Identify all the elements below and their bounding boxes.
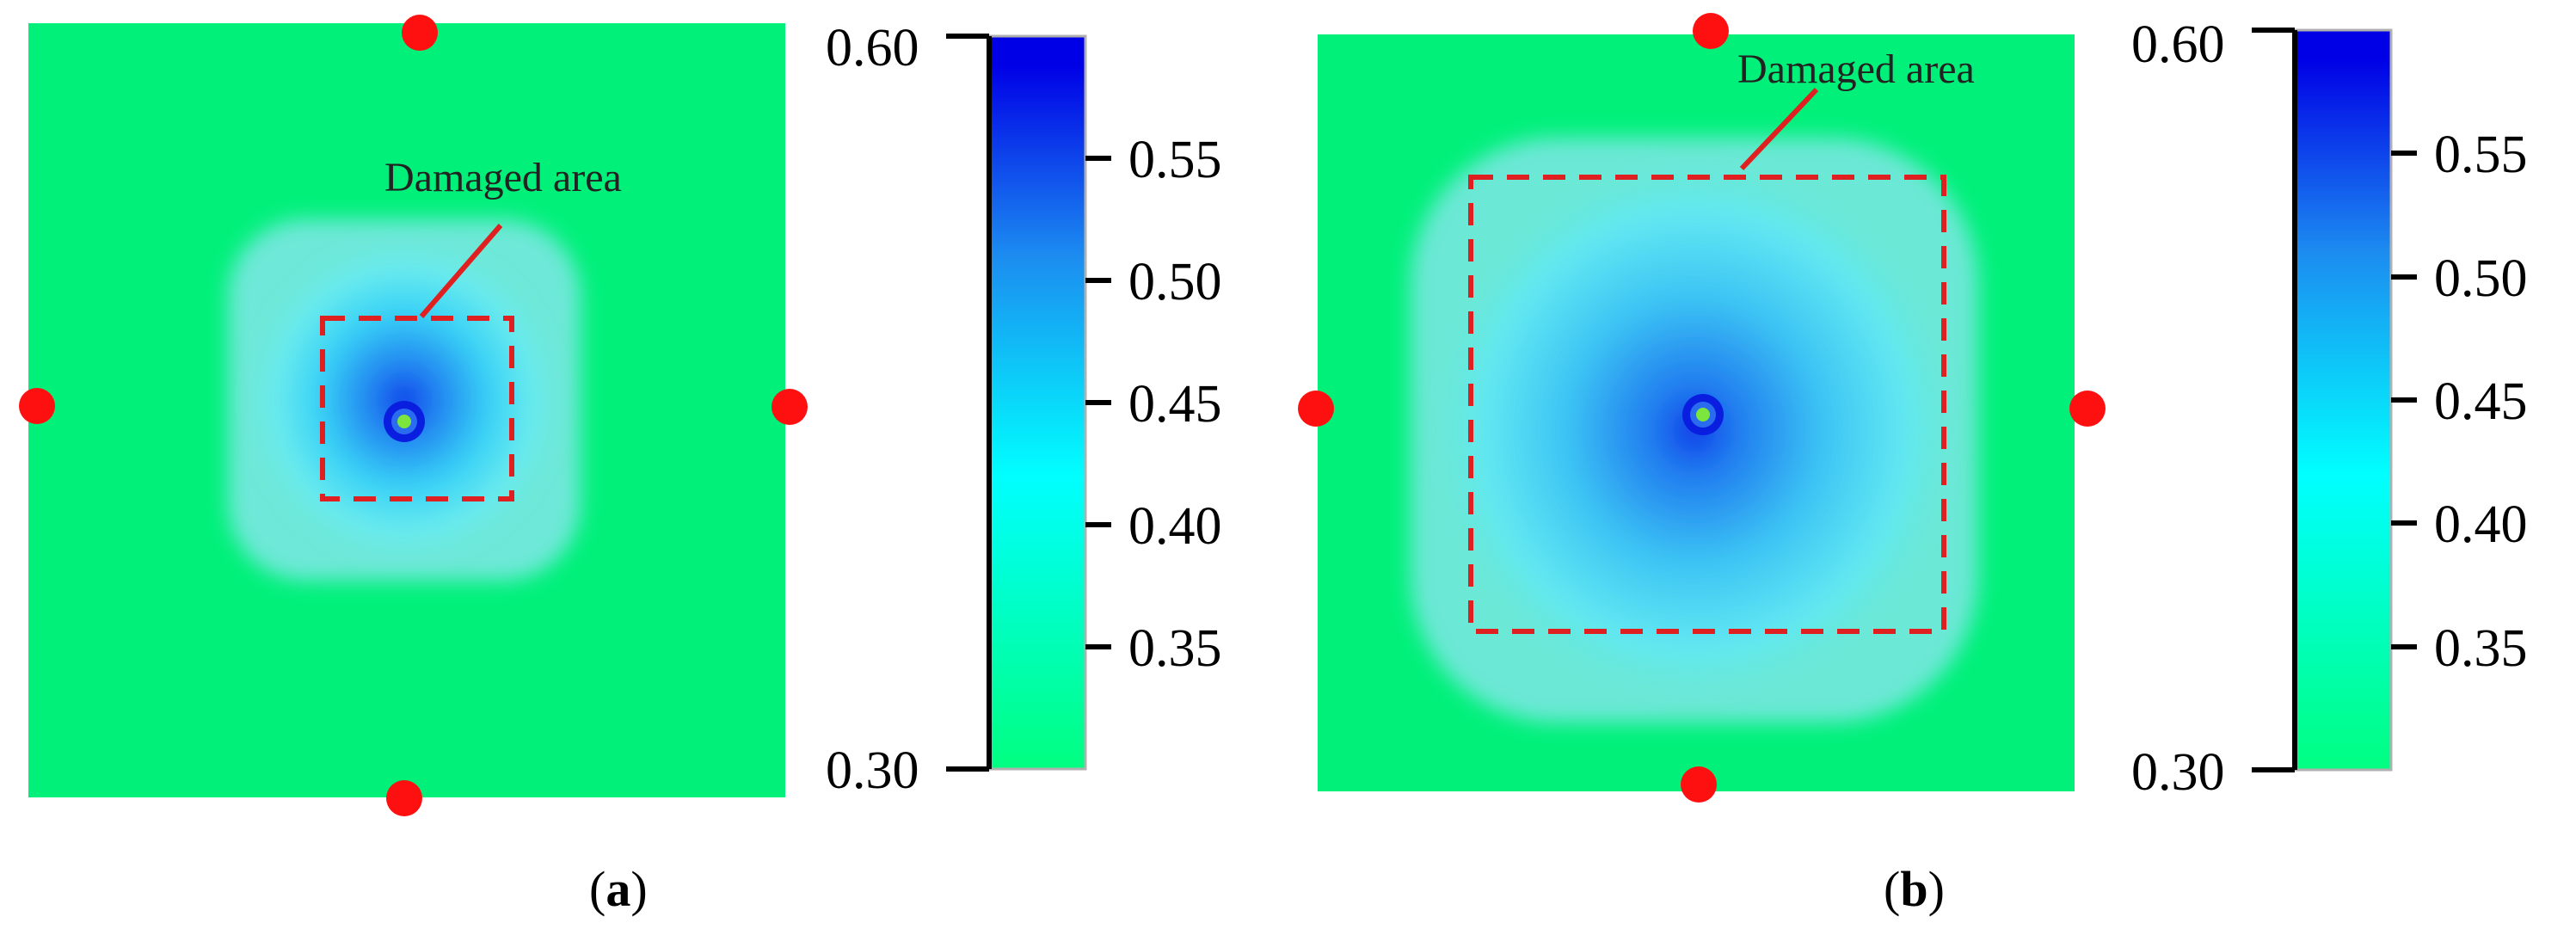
panel-b-center-spot [1696,408,1710,421]
panel-b-caption-close: ) [1927,861,1945,917]
panel-b-colorbar-min-label: 0.30 [2131,743,2225,802]
panel-a-tick-label-035: 0.35 [1128,619,1222,678]
panel-b-colorbar-bar [2293,28,2393,772]
panel-a-colorbar-bar [987,34,1087,771]
panel-a-colorbar-ticks: 0.55 0.50 0.45 0.40 0.35 [1085,131,1222,678]
panel-a-tick-label-055: 0.55 [1128,131,1222,189]
panel-a-center-spot [397,415,411,428]
panel-b: Damaged area 0.60 0.30 0.55 0.50 0.45 0.… [1298,13,2528,803]
panel-a-tick-label-050: 0.50 [1128,253,1222,311]
panel-a-caption-open: ( [589,861,606,917]
panel-b-marker-left [1298,391,1334,427]
panel-b-caption-letter: b [1900,861,1928,917]
panel-b-marker-top [1693,13,1729,49]
panel-b-caption: (b) [1884,864,1945,914]
panel-b-annotation: Damaged area [1737,46,1975,92]
panel-a-annotation: Damaged area [384,155,622,200]
panel-a-marker-bottom [386,780,422,816]
panel-b-marker-right [2069,391,2106,427]
panel-b-tick-label-050: 0.50 [2434,249,2528,308]
panel-b-marker-bottom [1681,766,1717,803]
panel-a-marker-top [402,15,438,51]
panel-b-damaged-area-outline [1468,175,1946,634]
panel-b-annotation-leader [1739,87,1819,171]
panel-a-caption-letter: a [606,861,631,917]
panel-a-marker-left [19,388,55,424]
panel-a-caption-close: ) [630,861,648,917]
panel-a-annotation-leader [419,224,503,318]
panel-a-colorbar-min-label: 0.30 [826,741,919,800]
panel-a-colorbar: 0.60 0.30 0.55 0.50 0.45 0.40 0.35 [826,19,1222,800]
panel-b-colorbar: 0.60 0.30 0.55 0.50 0.45 0.40 0.35 [2131,15,2528,802]
panel-a-caption: (a) [589,864,648,914]
panel-b-tick-label-035: 0.35 [2434,619,2528,678]
panel-b-tick-label-055: 0.55 [2434,126,2528,184]
panel-a-tick-label-040: 0.40 [1128,497,1222,556]
panel-a-colorbar-max-label: 0.60 [826,19,919,77]
panel-b-tick-label-040: 0.40 [2434,495,2528,554]
panel-a-tick-label-045: 0.45 [1128,375,1222,434]
panel-a-marker-right [772,389,808,425]
panel-b-colorbar-ticks: 0.55 0.50 0.45 0.40 0.35 [2391,126,2528,678]
panel-b-colorbar-max-label: 0.60 [2131,15,2225,74]
panel-a-damaged-area-outline [320,316,514,501]
panel-b-caption-open: ( [1884,861,1901,917]
panel-a: Damaged area 0.60 0.30 0.55 0.50 0.45 0.… [19,15,1222,816]
panel-b-tick-label-045: 0.45 [2434,372,2528,431]
